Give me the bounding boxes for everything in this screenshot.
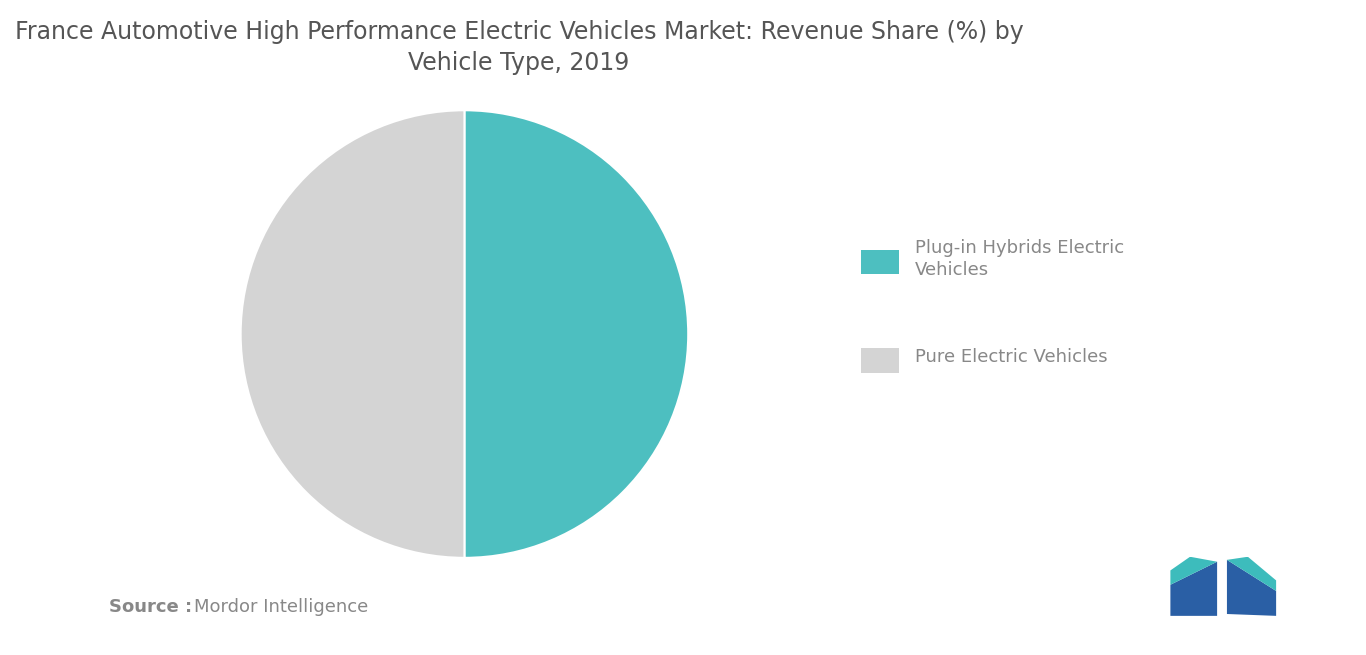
Polygon shape xyxy=(1227,557,1276,591)
Text: Pure Electric Vehicles: Pure Electric Vehicles xyxy=(915,348,1108,366)
Polygon shape xyxy=(1171,557,1217,585)
Text: France Automotive High Performance Electric Vehicles Market: Revenue Share (%) b: France Automotive High Performance Elect… xyxy=(15,20,1023,75)
Wedge shape xyxy=(464,110,688,558)
Text: Source :: Source : xyxy=(109,598,193,616)
Text: Mordor Intelligence: Mordor Intelligence xyxy=(194,598,369,616)
Wedge shape xyxy=(240,110,464,558)
Polygon shape xyxy=(1227,560,1276,616)
Polygon shape xyxy=(1171,562,1217,616)
Text: Plug-in Hybrids Electric
Vehicles: Plug-in Hybrids Electric Vehicles xyxy=(915,238,1124,279)
